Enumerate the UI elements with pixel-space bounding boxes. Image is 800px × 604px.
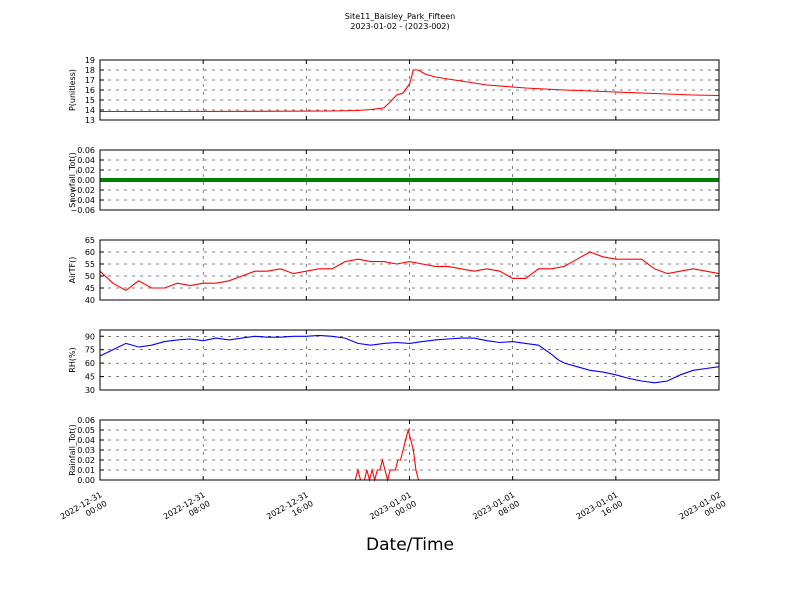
y-axis-label: P(unitless) bbox=[68, 69, 77, 111]
y-tick-label: −0.02 bbox=[70, 186, 95, 195]
y-tick-label: 0.02 bbox=[77, 456, 95, 465]
axes-frame bbox=[99, 149, 720, 211]
y-tick-label: 45 bbox=[85, 373, 95, 382]
y-tick-label: 0.00 bbox=[77, 476, 95, 485]
x-axis-label: Date/Time bbox=[366, 535, 454, 555]
y-tick-label: 19 bbox=[85, 56, 95, 65]
y-tick-label: 16 bbox=[85, 86, 95, 95]
y-tick-label: 0.04 bbox=[77, 156, 95, 165]
y-tick-label: 30 bbox=[85, 386, 95, 395]
y-tick-label: 50 bbox=[85, 272, 95, 281]
y-tick-label: −0.04 bbox=[70, 196, 95, 205]
y-tick-label: 18 bbox=[85, 66, 95, 75]
series-line bbox=[100, 69, 720, 113]
panel-4: 30 45 60 75 90 RH(%) bbox=[68, 329, 720, 395]
y-tick-label: 75 bbox=[85, 346, 95, 355]
y-tick-label: 13 bbox=[85, 116, 95, 125]
y-tick-label: 14 bbox=[85, 106, 95, 115]
y-tick-label: 45 bbox=[85, 284, 95, 293]
y-tick-label: 40 bbox=[85, 296, 95, 305]
y-tick-label: 0.06 bbox=[77, 146, 95, 155]
y-tick-label: 55 bbox=[85, 260, 95, 269]
panel-5: 0.000.010.020.030.040.050.06Rainfall_Tot… bbox=[68, 416, 720, 485]
y-tick-label: 60 bbox=[85, 248, 95, 257]
y-tick-label: −0.06 bbox=[70, 206, 95, 215]
y-tick-label: 0.06 bbox=[77, 416, 95, 425]
y-tick-label: 0.02 bbox=[77, 166, 95, 175]
y-axis-label: RH(%) bbox=[68, 347, 77, 372]
panel-3: 40 45 50 55 60 65 AirTF() bbox=[68, 236, 720, 305]
panel-2: −0.06−0.04−0.020.000.020.040.06Snowfall_… bbox=[68, 146, 720, 215]
y-tick-label: 0.05 bbox=[77, 426, 95, 435]
series-line bbox=[100, 427, 719, 483]
y-tick-label: 0.03 bbox=[77, 446, 95, 455]
axes-frame bbox=[99, 59, 720, 121]
y-tick-label: 65 bbox=[85, 236, 95, 245]
series-line bbox=[99, 251, 720, 292]
y-tick-label: 90 bbox=[85, 332, 95, 341]
y-tick-label: 15 bbox=[85, 96, 95, 105]
y-tick-label: 0.00 bbox=[77, 176, 95, 185]
chart-subtitle: 2023-01-02 - (2023-002) bbox=[350, 22, 449, 31]
chart-title: Site11_Baisley_Park_Fifteen bbox=[345, 12, 455, 21]
axes-frame bbox=[99, 329, 720, 391]
axes-frame bbox=[99, 239, 720, 301]
axes-frame bbox=[99, 419, 720, 481]
y-axis-label: Rainfall_Tot() bbox=[68, 424, 77, 476]
y-tick-label: 0.04 bbox=[77, 436, 95, 445]
series-line bbox=[99, 334, 720, 384]
y-tick-label: 60 bbox=[85, 359, 95, 368]
y-tick-label: 0.01 bbox=[77, 466, 95, 475]
y-axis-label: Snowfall_Tot() bbox=[68, 152, 77, 208]
y-axis-label: AirTF() bbox=[68, 257, 77, 284]
y-tick-label: 17 bbox=[85, 76, 95, 85]
